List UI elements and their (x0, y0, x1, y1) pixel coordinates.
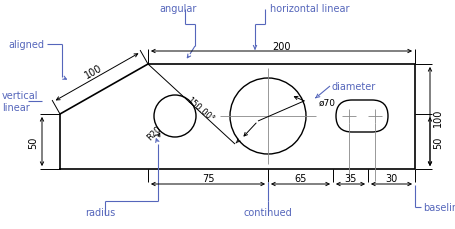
Text: 65: 65 (294, 173, 307, 183)
Text: baseline: baseline (423, 202, 455, 212)
Text: 75: 75 (202, 173, 214, 183)
Text: 200: 200 (272, 42, 291, 52)
Text: ø70: ø70 (319, 98, 336, 107)
Text: 35: 35 (344, 173, 357, 183)
Text: continued: continued (243, 207, 293, 217)
Text: 30: 30 (385, 173, 398, 183)
Text: 100: 100 (83, 63, 104, 80)
Text: angular: angular (159, 4, 197, 14)
Text: vertical
linear: vertical linear (2, 91, 39, 112)
Text: 50: 50 (28, 136, 38, 148)
Text: aligned: aligned (8, 40, 44, 50)
Text: 150.00°: 150.00° (185, 95, 216, 124)
Text: horizontal linear: horizontal linear (270, 4, 350, 14)
Text: R20: R20 (145, 123, 163, 141)
Text: diameter: diameter (332, 82, 376, 92)
Text: 100: 100 (433, 108, 443, 126)
Text: radius: radius (85, 207, 115, 217)
Text: 50: 50 (433, 136, 443, 148)
